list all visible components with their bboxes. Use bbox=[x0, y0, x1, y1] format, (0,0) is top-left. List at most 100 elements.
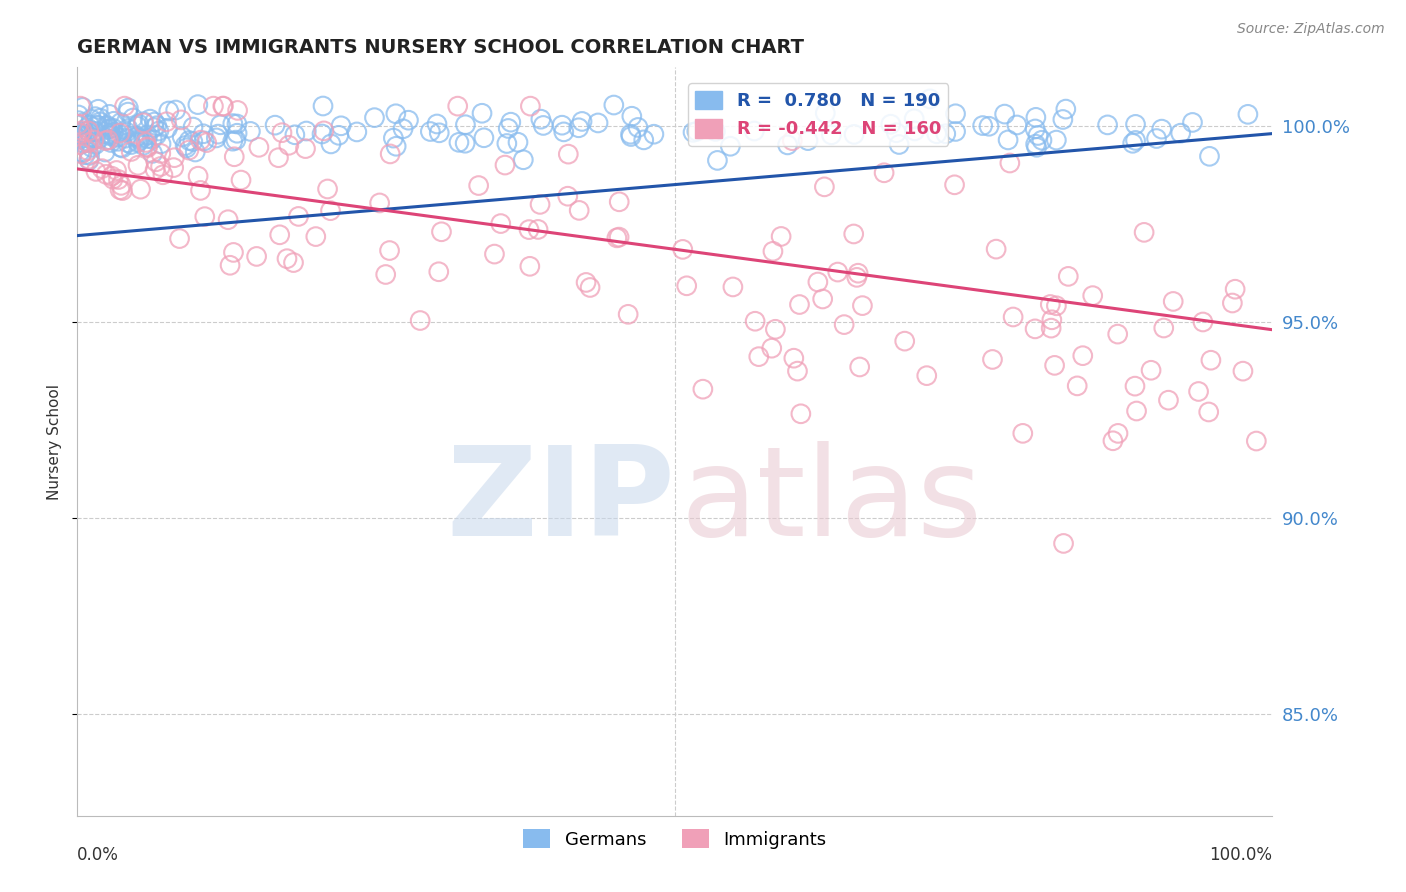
Point bbox=[686, 124, 709, 138]
Point bbox=[129, 182, 152, 196]
Point bbox=[94, 145, 117, 159]
Point bbox=[742, 124, 765, 138]
Point bbox=[101, 172, 124, 186]
Point bbox=[512, 153, 534, 167]
Point bbox=[553, 125, 575, 139]
Point bbox=[184, 145, 207, 159]
Point bbox=[848, 359, 870, 374]
Point bbox=[194, 210, 217, 224]
Point bbox=[1161, 294, 1184, 309]
Point bbox=[117, 105, 139, 120]
Point bbox=[1198, 149, 1220, 163]
Point bbox=[217, 212, 239, 227]
Point bbox=[1102, 434, 1125, 448]
Point bbox=[797, 134, 820, 148]
Point bbox=[76, 120, 98, 135]
Point bbox=[107, 126, 129, 140]
Point bbox=[496, 121, 519, 136]
Point bbox=[1232, 364, 1254, 378]
Point bbox=[1031, 133, 1053, 147]
Point bbox=[79, 118, 101, 132]
Point bbox=[1157, 393, 1180, 408]
Point bbox=[1043, 359, 1066, 373]
Point bbox=[531, 119, 554, 133]
Point bbox=[606, 231, 628, 245]
Point bbox=[145, 154, 167, 169]
Point bbox=[1024, 322, 1046, 336]
Point bbox=[163, 151, 186, 165]
Point bbox=[75, 134, 97, 148]
Point bbox=[174, 138, 197, 153]
Point bbox=[311, 127, 333, 141]
Point bbox=[94, 134, 117, 148]
Point bbox=[117, 136, 139, 150]
Point bbox=[135, 136, 157, 150]
Y-axis label: Nursery School: Nursery School bbox=[46, 384, 62, 500]
Text: Source: ZipAtlas.com: Source: ZipAtlas.com bbox=[1237, 22, 1385, 37]
Point bbox=[75, 127, 97, 141]
Point bbox=[239, 124, 262, 138]
Point bbox=[1107, 327, 1129, 342]
Point bbox=[903, 112, 925, 126]
Point bbox=[187, 169, 209, 183]
Point bbox=[187, 97, 209, 112]
Point bbox=[893, 334, 915, 348]
Point bbox=[851, 299, 873, 313]
Point bbox=[842, 227, 865, 241]
Point bbox=[374, 268, 396, 282]
Point bbox=[382, 131, 405, 145]
Point bbox=[1153, 321, 1175, 335]
Point bbox=[67, 128, 90, 143]
Point bbox=[105, 163, 128, 178]
Point bbox=[67, 108, 90, 122]
Point bbox=[427, 265, 450, 279]
Point bbox=[1066, 379, 1088, 393]
Point bbox=[142, 146, 165, 161]
Point bbox=[472, 130, 495, 145]
Point bbox=[1150, 122, 1173, 136]
Point bbox=[89, 115, 111, 129]
Point bbox=[96, 122, 118, 136]
Point bbox=[163, 161, 186, 175]
Point bbox=[110, 178, 132, 193]
Point bbox=[108, 126, 131, 140]
Point bbox=[87, 119, 110, 133]
Point bbox=[149, 146, 172, 161]
Point bbox=[157, 103, 180, 118]
Point bbox=[84, 164, 107, 178]
Point bbox=[880, 117, 903, 131]
Point bbox=[107, 172, 129, 186]
Point bbox=[287, 210, 309, 224]
Point bbox=[568, 120, 591, 135]
Point bbox=[977, 120, 1000, 134]
Point bbox=[141, 132, 163, 146]
Point bbox=[827, 265, 849, 279]
Point bbox=[704, 124, 727, 138]
Point bbox=[842, 128, 865, 142]
Point bbox=[219, 258, 242, 272]
Point bbox=[1170, 126, 1192, 140]
Point bbox=[1071, 349, 1094, 363]
Point bbox=[103, 114, 125, 128]
Point bbox=[107, 134, 129, 148]
Point bbox=[997, 133, 1019, 147]
Point bbox=[1198, 405, 1220, 419]
Point bbox=[177, 143, 200, 157]
Point bbox=[484, 247, 506, 261]
Text: 0.0%: 0.0% bbox=[77, 847, 120, 864]
Point bbox=[887, 137, 910, 152]
Point bbox=[77, 152, 100, 166]
Point bbox=[1223, 282, 1246, 296]
Point bbox=[222, 245, 245, 260]
Point bbox=[172, 129, 194, 144]
Point bbox=[101, 169, 124, 184]
Point bbox=[225, 133, 247, 147]
Point bbox=[782, 134, 804, 148]
Point bbox=[96, 120, 118, 134]
Point bbox=[211, 99, 233, 113]
Point bbox=[517, 222, 540, 236]
Point bbox=[117, 121, 139, 136]
Point bbox=[672, 243, 695, 257]
Point bbox=[551, 118, 574, 132]
Point bbox=[776, 137, 799, 152]
